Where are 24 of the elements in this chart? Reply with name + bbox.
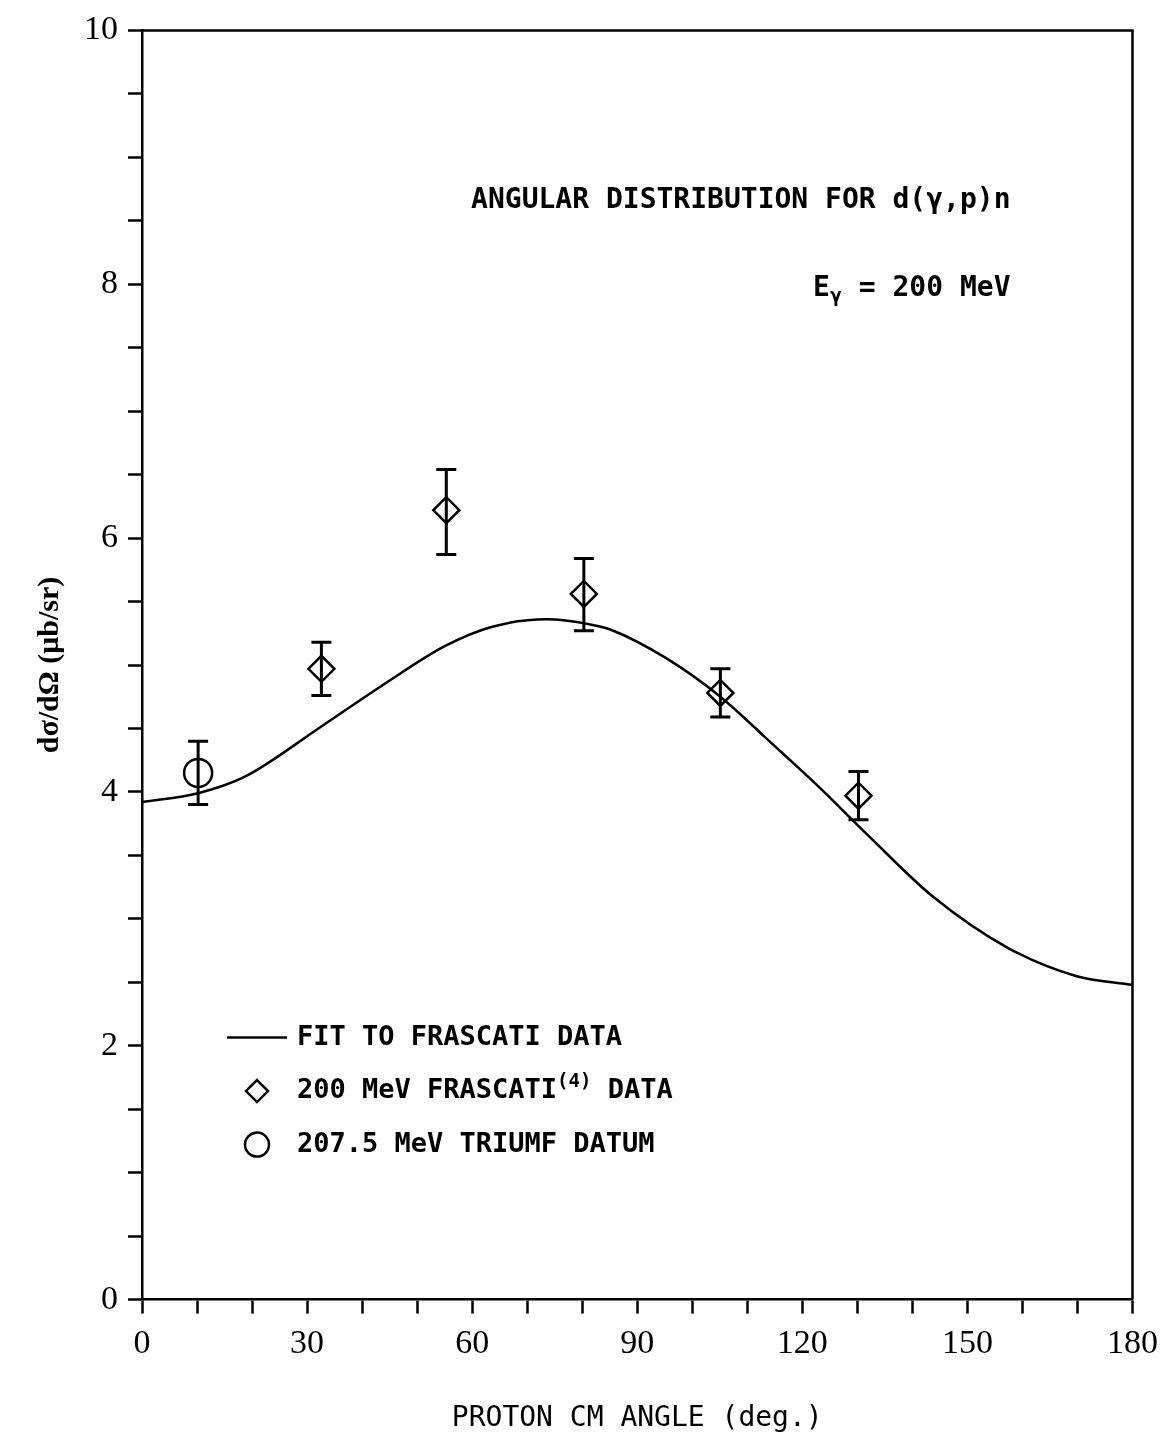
point xyxy=(432,495,461,525)
legend-label: FIT TO FRASCATI DATA xyxy=(297,1019,623,1051)
point xyxy=(844,781,873,810)
x-tick-label: 60 xyxy=(455,1322,490,1360)
y-tick-label: 6 xyxy=(101,517,118,554)
point xyxy=(706,678,735,708)
point xyxy=(569,579,599,609)
y-tick-label: 10 xyxy=(84,9,118,47)
x-tick-label: 0 xyxy=(133,1322,151,1360)
x-tick-label: 150 xyxy=(941,1322,993,1360)
y-tick-label: 4 xyxy=(101,770,118,808)
y-tick-label: 0 xyxy=(101,1278,118,1316)
legend-label: 207.5 MeV TRIUMF DATUM xyxy=(297,1126,655,1158)
point xyxy=(307,654,336,684)
text: ANGULAR DISTRIBUTION FOR d(γ,p)n xyxy=(471,181,1011,215)
y-tick-label: 2 xyxy=(101,1024,118,1062)
x-tick-label: 90 xyxy=(620,1322,655,1360)
x-tick-label: 180 xyxy=(1107,1322,1158,1360)
point xyxy=(182,757,214,789)
x-axis-title: PROTON CM ANGLE (deg.) xyxy=(451,1400,823,1434)
x-tick-label: 120 xyxy=(776,1322,828,1360)
y-tick-label: 8 xyxy=(101,263,118,301)
x-tick-label: 30 xyxy=(290,1322,325,1360)
y-axis-title: dσ/dΩ (μb/sr) xyxy=(30,576,65,754)
